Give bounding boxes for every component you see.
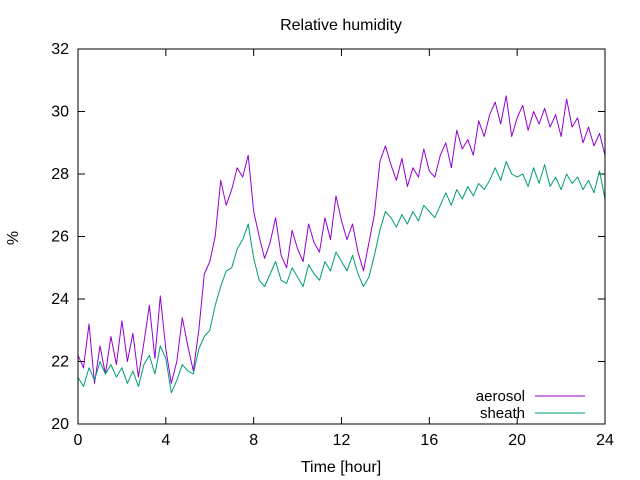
- y-tick-label: 30: [51, 104, 69, 121]
- series-line-aerosol: [77, 95, 606, 384]
- chart-title: Relative humidity: [280, 17, 402, 34]
- x-axis-label: Time [hour]: [301, 459, 381, 476]
- axis-ticks: 0 4 8 12 16 20 24 20 22 24 26 28 30 32: [51, 41, 614, 449]
- x-tick-label: 4: [161, 432, 170, 449]
- x-tick-label: 24: [596, 432, 614, 449]
- x-tick-label: 20: [508, 432, 526, 449]
- y-tick-label: 24: [51, 291, 69, 308]
- y-axis-label: %: [5, 231, 22, 245]
- y-tick-label: 32: [51, 41, 69, 58]
- y-tick-label: 28: [51, 166, 69, 183]
- y-tick-label: 22: [51, 354, 69, 371]
- plot-frame: [77, 48, 606, 425]
- x-tick-label: 12: [333, 432, 351, 449]
- x-tick-label: 8: [249, 432, 258, 449]
- legend-label-aerosol: aerosol: [476, 388, 525, 405]
- series-line-sheath: [77, 161, 606, 394]
- x-tick-label: 16: [420, 432, 438, 449]
- y-tick-label: 20: [51, 416, 69, 433]
- y-tick-label: 26: [51, 229, 69, 246]
- x-tick-label: 0: [74, 432, 83, 449]
- legend-label-sheath: sheath: [480, 405, 525, 422]
- series-lines: [77, 95, 606, 394]
